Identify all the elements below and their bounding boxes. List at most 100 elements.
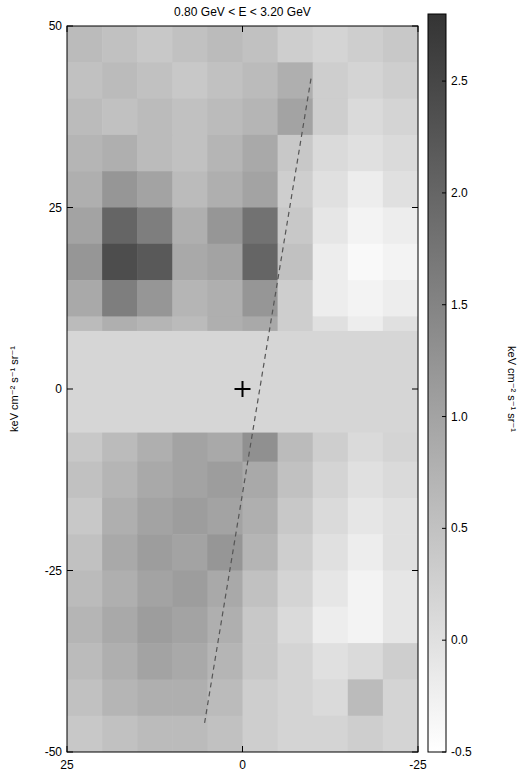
cell xyxy=(207,26,243,63)
y-tick-label: 25 xyxy=(49,201,63,215)
cell xyxy=(383,643,418,680)
cell xyxy=(278,607,314,644)
x-tick xyxy=(418,26,419,32)
cell xyxy=(137,171,173,208)
cell xyxy=(207,208,243,245)
colorbar xyxy=(428,14,446,752)
cell xyxy=(278,716,314,752)
cell xyxy=(67,26,103,63)
cell xyxy=(137,462,173,499)
cell xyxy=(137,643,173,680)
cell xyxy=(137,244,173,281)
x-tick-label: 25 xyxy=(60,758,74,772)
cell xyxy=(172,607,208,644)
y-tick xyxy=(67,570,73,571)
cell xyxy=(207,171,243,208)
colorbar-tick-label: 2.0 xyxy=(451,186,468,200)
cell xyxy=(278,643,314,680)
cell xyxy=(67,571,103,608)
cell xyxy=(67,716,103,752)
cell xyxy=(313,643,349,680)
cell xyxy=(348,716,384,752)
y-tick xyxy=(412,26,418,27)
cell xyxy=(207,607,243,644)
cell xyxy=(207,62,243,99)
cell xyxy=(278,99,314,136)
cell xyxy=(137,26,173,63)
cell xyxy=(243,62,279,99)
y-tick-label: -50 xyxy=(45,745,63,759)
cell xyxy=(137,99,173,136)
cell xyxy=(137,571,173,608)
cell xyxy=(102,679,138,716)
cell xyxy=(207,99,243,136)
cell xyxy=(348,171,384,208)
cell xyxy=(243,607,279,644)
colorbar-label: keV cm⁻² s⁻¹ sr⁻¹ xyxy=(506,346,518,432)
cell xyxy=(102,498,138,535)
cell xyxy=(313,62,349,99)
cell xyxy=(172,716,208,752)
cell xyxy=(278,171,314,208)
cell xyxy=(102,462,138,499)
cell xyxy=(383,62,418,99)
cell xyxy=(313,571,349,608)
cell xyxy=(102,171,138,208)
cell xyxy=(313,26,349,63)
cell xyxy=(348,607,384,644)
cell xyxy=(243,171,279,208)
cell xyxy=(348,26,384,63)
cell xyxy=(172,208,208,245)
cell xyxy=(243,716,279,752)
cell xyxy=(172,462,208,499)
cell xyxy=(172,171,208,208)
cell xyxy=(137,534,173,571)
cell xyxy=(278,26,314,63)
cell xyxy=(383,244,418,281)
cell xyxy=(67,607,103,644)
y-tick xyxy=(67,207,73,208)
cell xyxy=(67,171,103,208)
cell xyxy=(383,171,418,208)
cell xyxy=(102,643,138,680)
cell xyxy=(383,607,418,644)
cell xyxy=(207,534,243,571)
cell xyxy=(348,99,384,136)
cell xyxy=(207,571,243,608)
cell xyxy=(67,534,103,571)
cell xyxy=(383,280,418,317)
cell xyxy=(243,244,279,281)
cell xyxy=(348,62,384,99)
x-tick xyxy=(418,746,419,752)
cell xyxy=(348,571,384,608)
cell xyxy=(137,679,173,716)
cell xyxy=(348,534,384,571)
cell xyxy=(278,498,314,535)
cell xyxy=(313,135,349,172)
cell xyxy=(207,498,243,535)
cell xyxy=(137,498,173,535)
cell xyxy=(67,643,103,680)
cell xyxy=(243,208,279,245)
x-tick-label: -25 xyxy=(409,758,427,772)
colorbar-tick-label: 0.5 xyxy=(451,521,468,535)
cell xyxy=(102,26,138,63)
cell xyxy=(172,534,208,571)
cell xyxy=(102,208,138,245)
cell xyxy=(67,244,103,281)
cell xyxy=(137,62,173,99)
colorbar-tick xyxy=(442,752,446,753)
cell xyxy=(102,280,138,317)
cell xyxy=(172,135,208,172)
x-tick xyxy=(242,746,243,752)
title: 0.80 GeV < E < 3.20 GeV xyxy=(174,5,311,19)
cell xyxy=(172,244,208,281)
y-tick-label: 0 xyxy=(55,382,62,396)
cell xyxy=(67,462,103,499)
cell xyxy=(172,498,208,535)
cell xyxy=(313,171,349,208)
plot-bg xyxy=(67,26,418,752)
cell xyxy=(278,208,314,245)
cell xyxy=(278,62,314,99)
cell xyxy=(67,208,103,245)
